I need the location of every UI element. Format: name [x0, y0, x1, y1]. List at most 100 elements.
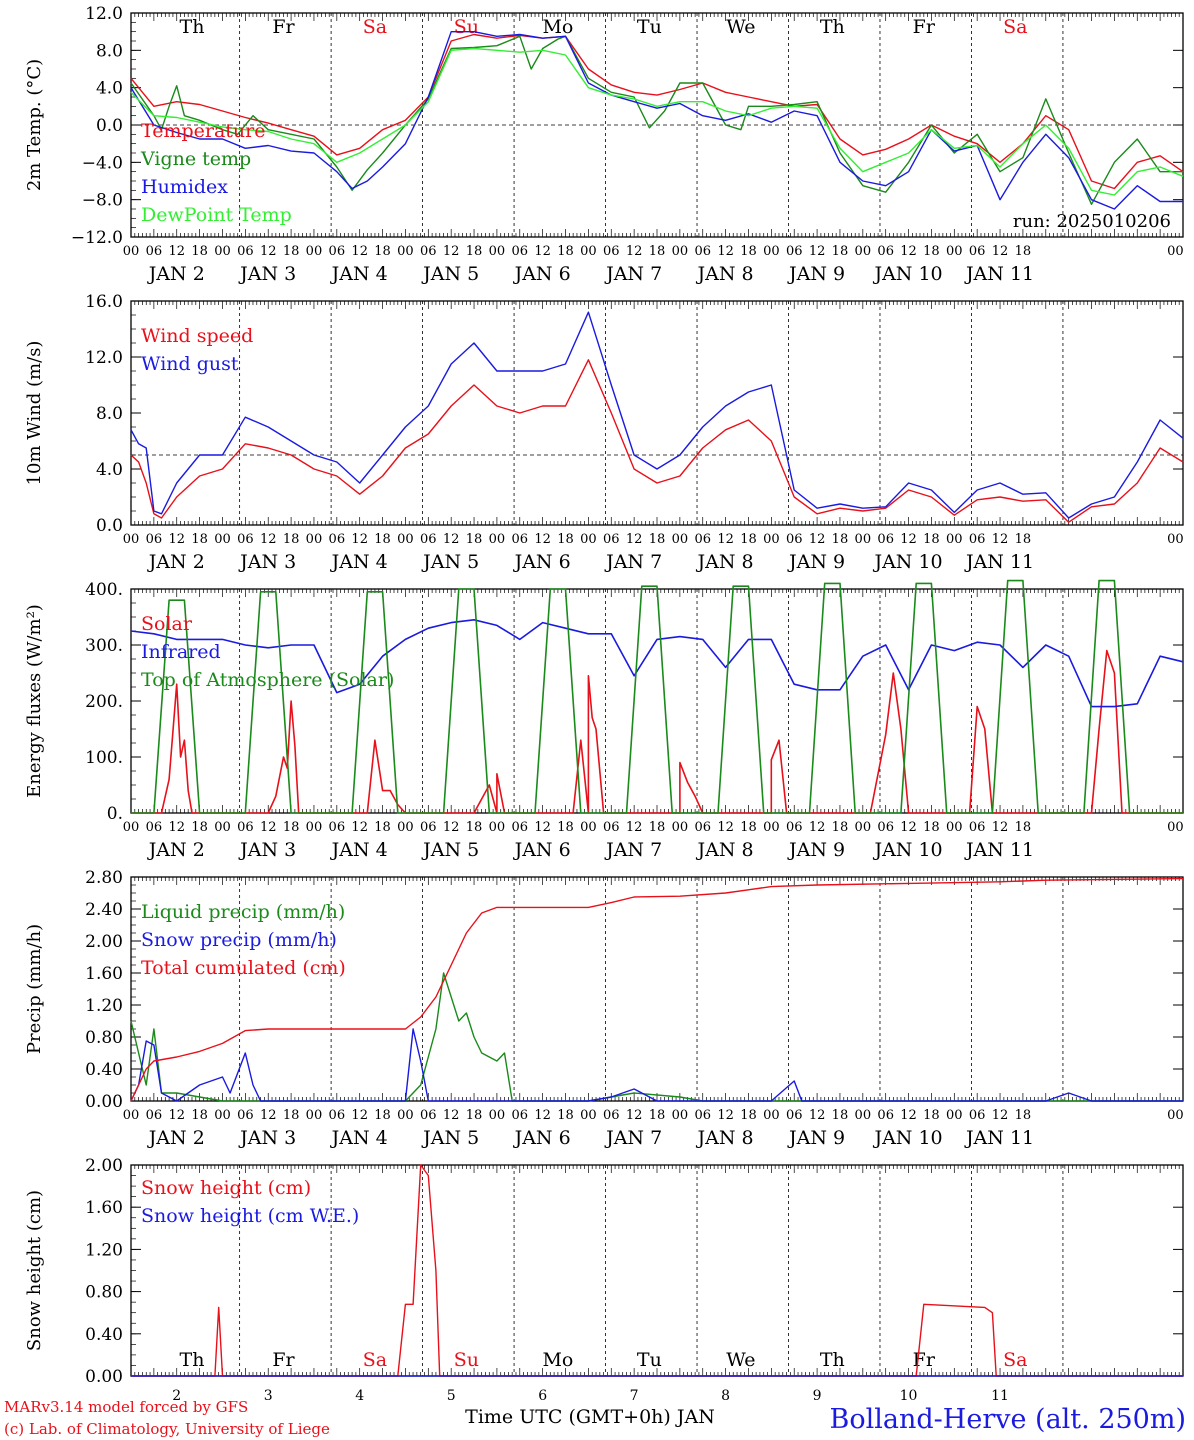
legend-entry: Solar — [141, 613, 193, 635]
x-hour-label: 18 — [832, 1108, 849, 1123]
x-hour-label: 00 — [1167, 820, 1184, 835]
chart-panel-2: 16.0 12.0 8.0 4.0 0.0 10m Wind (m/s) 00 06 12 18 J… — [24, 292, 1184, 573]
x-hour-label: 12 — [260, 820, 277, 835]
x-day-number: 5 — [447, 1388, 456, 1404]
x-hour-label: 12 — [992, 820, 1009, 835]
x-day-label: JAN 8 — [696, 839, 754, 861]
x-day-label: JAN 3 — [238, 839, 296, 861]
x-hour-label: 06 — [237, 532, 254, 547]
x-day-label: JAN 8 — [696, 551, 754, 573]
x-hour-label: 18 — [832, 532, 849, 547]
x-hour-label: 12 — [351, 1108, 368, 1123]
legend-entry: Infrared — [141, 641, 221, 663]
weekday-label: Fr — [913, 16, 936, 38]
y-tick-label: 0.00 — [85, 1092, 123, 1112]
x-hour-label: 00 — [763, 1108, 780, 1123]
x-hour-label: 06 — [603, 244, 620, 259]
x-hour-label: 18 — [557, 244, 574, 259]
x-hour-label: 00 — [489, 1108, 506, 1123]
x-hour-label: 12 — [351, 532, 368, 547]
legend-entry: Total cumulated (cm) — [141, 957, 346, 979]
x-hour-label: 12 — [992, 244, 1009, 259]
x-axis-label: Time UTC (GMT+0h) JAN — [465, 1406, 715, 1428]
x-hour-label: 18 — [1015, 820, 1032, 835]
x-hour-label: 00 — [489, 820, 506, 835]
x-hour-label: 18 — [557, 532, 574, 547]
x-hour-label: 00 — [580, 244, 597, 259]
x-hour-label: 06 — [237, 244, 254, 259]
x-day-label: JAN 6 — [513, 263, 571, 285]
x-hour-label: 00 — [580, 1108, 597, 1123]
x-hour-label: 00 — [1167, 244, 1184, 259]
x-hour-label: 12 — [168, 532, 185, 547]
weekday-label: Sa — [363, 16, 387, 38]
x-hour-label: 00 — [123, 244, 140, 259]
x-hour-label: 00 — [672, 532, 689, 547]
x-hour-label: 06 — [237, 1108, 254, 1123]
credit-lab: (c) Lab. of Climatology, University of L… — [4, 1420, 330, 1438]
weekday-label: Mo — [542, 16, 573, 38]
weekday-label: Su — [454, 16, 479, 38]
x-hour-label: 06 — [786, 532, 803, 547]
x-hour-label: 12 — [809, 244, 826, 259]
x-day-label: JAN 11 — [964, 839, 1034, 861]
x-hour-label: 00 — [946, 532, 963, 547]
x-hour-label: 12 — [809, 532, 826, 547]
y-tick-label: 0. — [107, 804, 123, 824]
x-day-label: JAN 2 — [147, 1127, 205, 1149]
series-line-3 — [131, 579, 1183, 814]
x-hour-label: 06 — [146, 244, 163, 259]
x-day-label: JAN 10 — [872, 839, 942, 861]
x-hour-label: 18 — [649, 532, 666, 547]
run-annotation: run: 2025010206 — [1013, 211, 1171, 232]
x-hour-label: 06 — [146, 1108, 163, 1123]
x-hour-label: 06 — [786, 1108, 803, 1123]
x-hour-label: 06 — [786, 820, 803, 835]
x-hour-label: 18 — [466, 244, 483, 259]
x-hour-label: 00 — [1167, 1108, 1184, 1123]
x-hour-label: 18 — [1015, 532, 1032, 547]
x-hour-label: 18 — [832, 244, 849, 259]
x-hour-label: 00 — [397, 1108, 414, 1123]
x-hour-label: 18 — [374, 244, 391, 259]
x-hour-label: 00 — [855, 532, 872, 547]
x-day-number: 7 — [630, 1388, 639, 1404]
y-tick-label: 2.00 — [85, 1156, 123, 1176]
x-hour-label: 12 — [900, 1108, 917, 1123]
x-hour-label: 00 — [946, 1108, 963, 1123]
x-hour-label: 18 — [740, 532, 757, 547]
x-hour-label: 18 — [283, 820, 300, 835]
y-tick-label: 1.60 — [85, 1198, 123, 1218]
x-hour-label: 00 — [397, 532, 414, 547]
y-tick-label: 1.20 — [85, 996, 123, 1016]
x-day-label: JAN 7 — [604, 263, 662, 285]
x-day-label: JAN 2 — [147, 263, 205, 285]
x-hour-label: 18 — [649, 1108, 666, 1123]
x-hour-label: 18 — [283, 244, 300, 259]
y-tick-label: 300. — [85, 636, 123, 656]
chart-panel-5: 2.00 1.60 1.20 0.80 0.40 0.00 Snow height (cm)… — [24, 1156, 1184, 1404]
plot-frame — [130, 300, 1184, 526]
y-tick-label: 8.0 — [96, 404, 123, 424]
x-hour-label: 12 — [900, 820, 917, 835]
x-hour-label: 00 — [946, 820, 963, 835]
x-hour-label: 00 — [855, 1108, 872, 1123]
x-day-label: JAN 9 — [787, 263, 845, 285]
station-title: Bolland-Herve (alt. 250m) — [830, 1404, 1186, 1435]
x-day-label: JAN 4 — [330, 551, 388, 573]
x-day-label: JAN 3 — [238, 263, 296, 285]
x-hour-label: 12 — [992, 532, 1009, 547]
x-hour-label: 18 — [374, 820, 391, 835]
x-hour-label: 06 — [969, 244, 986, 259]
series-line-2 — [130, 311, 1184, 519]
x-hour-label: 06 — [329, 244, 346, 259]
x-hour-label: 12 — [351, 244, 368, 259]
y-tick-label: −8.0 — [82, 191, 123, 211]
x-day-label: JAN 10 — [872, 263, 942, 285]
y-tick-label: 0.0 — [96, 516, 123, 536]
x-hour-label: 12 — [626, 820, 643, 835]
x-hour-label: 00 — [306, 820, 323, 835]
legend-entry: Humidex — [141, 176, 228, 198]
x-hour-label: 00 — [489, 244, 506, 259]
x-hour-label: 00 — [123, 532, 140, 547]
